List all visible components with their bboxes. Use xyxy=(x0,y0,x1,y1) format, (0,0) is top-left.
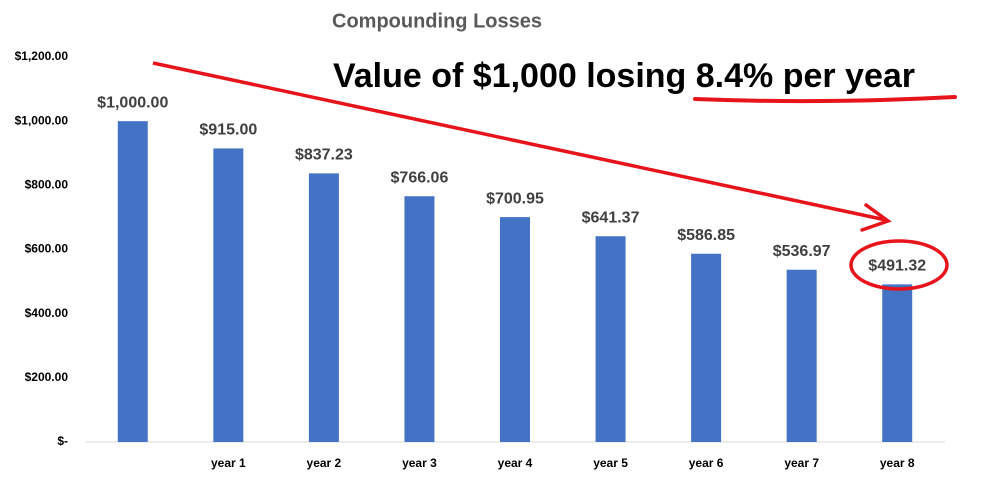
y-tick-label: $1,000.00 xyxy=(15,113,69,127)
y-tick-label: $400.00 xyxy=(25,306,69,320)
x-tick-label: year 5 xyxy=(593,456,628,470)
data-label: $915.00 xyxy=(199,122,257,139)
y-tick-label: $1,200.00 xyxy=(15,49,69,63)
x-tick-label: year 2 xyxy=(307,456,342,470)
underline xyxy=(693,95,957,104)
data-label: $536.97 xyxy=(773,243,831,260)
annotation: Value of $1,000 losing 8.4% per year xyxy=(333,57,915,95)
data-label: $766.06 xyxy=(391,169,449,186)
x-tick-label: year 8 xyxy=(880,456,915,470)
data-label: $586.85 xyxy=(677,227,735,244)
bar xyxy=(786,269,817,442)
x-tick-label: year 1 xyxy=(211,456,246,470)
bar xyxy=(691,253,722,442)
data-label: $837.23 xyxy=(295,147,353,164)
bar xyxy=(308,173,339,442)
arrow-head xyxy=(860,203,892,232)
data-label: $700.95 xyxy=(486,190,544,207)
y-tick-label: $800.00 xyxy=(25,178,69,192)
x-tick-label: year 7 xyxy=(784,456,819,470)
bar xyxy=(500,217,530,442)
y-tick-label: $200.00 xyxy=(25,370,69,384)
bar xyxy=(213,148,244,442)
x-tick-label: year 6 xyxy=(689,456,724,470)
arrow xyxy=(152,61,887,222)
highlight-circle xyxy=(849,239,949,291)
bar xyxy=(404,196,435,442)
y-tick-label: $- xyxy=(57,434,68,448)
data-label: $491.32 xyxy=(868,258,926,275)
bar xyxy=(882,284,913,442)
x-tick-label: year 3 xyxy=(402,456,437,470)
bar xyxy=(117,121,148,443)
y-tick-label: $600.00 xyxy=(25,242,69,256)
bar xyxy=(595,236,626,442)
x-tick-label: year 4 xyxy=(498,456,533,470)
chart-title: Compounding Losses xyxy=(332,10,542,32)
data-label: $1,000.00 xyxy=(97,94,168,111)
data-label: $641.37 xyxy=(582,209,640,226)
